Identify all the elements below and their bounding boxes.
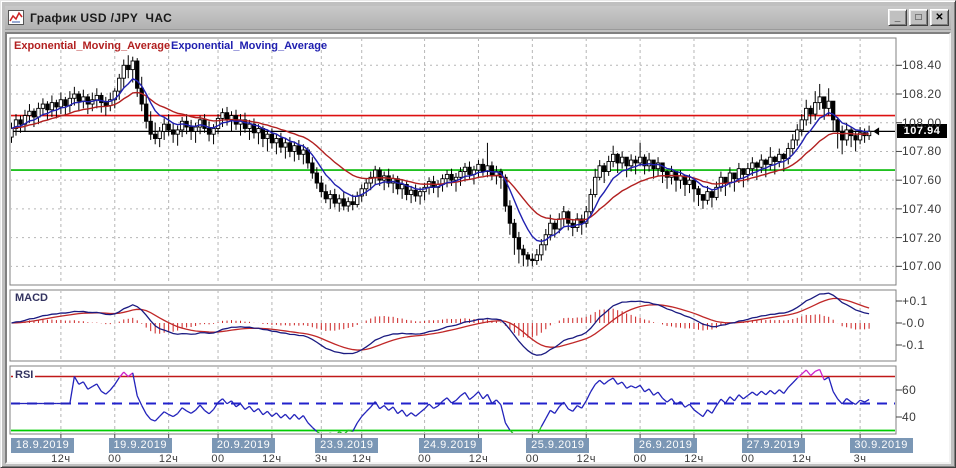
app-window: График USD /JPY ЧАС _ □ ✕ Exponential_Mo…: [0, 0, 956, 468]
time-label: 00: [741, 453, 754, 465]
y-tick-label: 108.20: [902, 87, 942, 101]
time-label: 00: [108, 453, 121, 465]
time-label: 3ч: [315, 453, 328, 465]
y-tick-label: 108.00: [902, 116, 942, 130]
macd-pane-label: MACD: [13, 292, 50, 304]
rsi-pane-label: RSI: [13, 369, 35, 381]
date-label: 25.9.2019: [526, 438, 589, 453]
y-tick-label: 107.20: [902, 231, 942, 245]
rsi-tick-label: 60: [902, 383, 916, 397]
time-label: 3ч: [854, 453, 867, 465]
time-label: 12ч: [469, 453, 488, 465]
time-label: 00: [633, 453, 646, 465]
macd-tick-label: -0.0: [902, 316, 925, 330]
date-label: 27.9.2019: [742, 438, 805, 453]
y-tick-label: 107.80: [902, 144, 942, 158]
date-label: 19.9.2019: [109, 438, 172, 453]
rsi-tick-label: 40: [902, 410, 916, 424]
macd-tick-label: +0.1: [902, 294, 928, 308]
time-label: 12ч: [792, 453, 811, 465]
date-label: 18.9.2019: [11, 438, 74, 453]
date-label: 30.9.2019: [850, 438, 913, 453]
time-label: 12ч: [159, 453, 178, 465]
y-tick-label: 107.40: [902, 202, 942, 216]
time-label: 12ч: [262, 453, 281, 465]
date-label: 24.9.2019: [419, 438, 482, 453]
chart-canvas[interactable]: [1, 1, 956, 468]
time-label: 00: [211, 453, 224, 465]
macd-tick-label: -0.1: [902, 338, 925, 352]
ema-legend-slow: Exponential_Moving_Average: [14, 40, 170, 52]
date-label: 23.9.2019: [315, 438, 378, 453]
time-label: 12ч: [352, 453, 371, 465]
time-label: 00: [526, 453, 539, 465]
time-label: 12ч: [576, 453, 595, 465]
y-tick-label: 107.60: [902, 173, 942, 187]
time-label: 12ч: [684, 453, 703, 465]
time-label: 12ч: [51, 453, 70, 465]
y-tick-label: 108.40: [902, 58, 942, 72]
y-tick-label: 107.00: [902, 259, 942, 273]
date-label: 20.9.2019: [212, 438, 275, 453]
date-label: 26.9.2019: [634, 438, 697, 453]
time-label: 00: [418, 453, 431, 465]
ema-legend-fast: Exponential_Moving_Average: [171, 40, 327, 52]
